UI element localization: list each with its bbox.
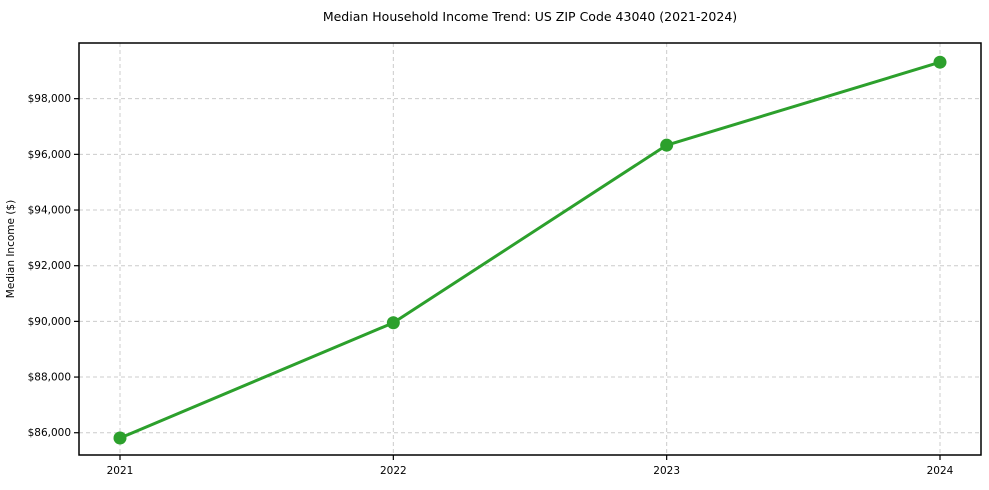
x-tick-label: 2021	[107, 465, 134, 477]
x-tick-label: 2023	[653, 465, 680, 477]
y-tick-label: $96,000	[28, 149, 71, 161]
y-tick-label: $92,000	[28, 260, 71, 272]
grid-layer	[79, 43, 981, 455]
data-point	[386, 316, 400, 330]
plot-border	[78, 42, 982, 456]
y-tick-label: $94,000	[28, 205, 71, 217]
data-line	[118, 60, 942, 440]
axes-layer: $86,000 $88,000 $90,000 $92,000 $94,000 $96,0…	[28, 42, 982, 477]
x-tick-label: 2022	[380, 465, 407, 477]
chart-title: Median Household Income Trend: US ZIP Co…	[323, 9, 737, 24]
y-tick-label: $98,000	[28, 93, 71, 105]
data-point	[113, 431, 127, 445]
data-point	[660, 138, 674, 152]
y-tick-label: $90,000	[28, 316, 71, 328]
data-layer	[113, 55, 947, 445]
y-tick-label: $86,000	[28, 427, 71, 439]
data-point	[933, 55, 947, 69]
y-tick-label: $88,000	[28, 372, 71, 384]
y-axis-label: Median Income ($)	[5, 200, 17, 298]
x-tick-label: 2024	[927, 465, 954, 477]
